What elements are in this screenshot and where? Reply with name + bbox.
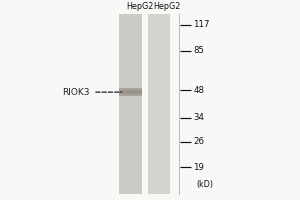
Text: 19: 19 <box>194 163 204 172</box>
Text: 117: 117 <box>194 20 210 29</box>
Text: 48: 48 <box>194 86 205 95</box>
Text: (kD): (kD) <box>196 180 214 189</box>
Text: HepG2: HepG2 <box>126 2 153 11</box>
Text: 26: 26 <box>194 137 205 146</box>
Bar <box>148 14 170 194</box>
Bar <box>119 90 142 94</box>
Text: 85: 85 <box>194 46 205 55</box>
Bar <box>119 14 142 194</box>
Text: RIOK3: RIOK3 <box>62 88 90 97</box>
Bar <box>119 88 142 96</box>
Text: HepG2: HepG2 <box>153 2 180 11</box>
Text: 34: 34 <box>194 113 205 122</box>
